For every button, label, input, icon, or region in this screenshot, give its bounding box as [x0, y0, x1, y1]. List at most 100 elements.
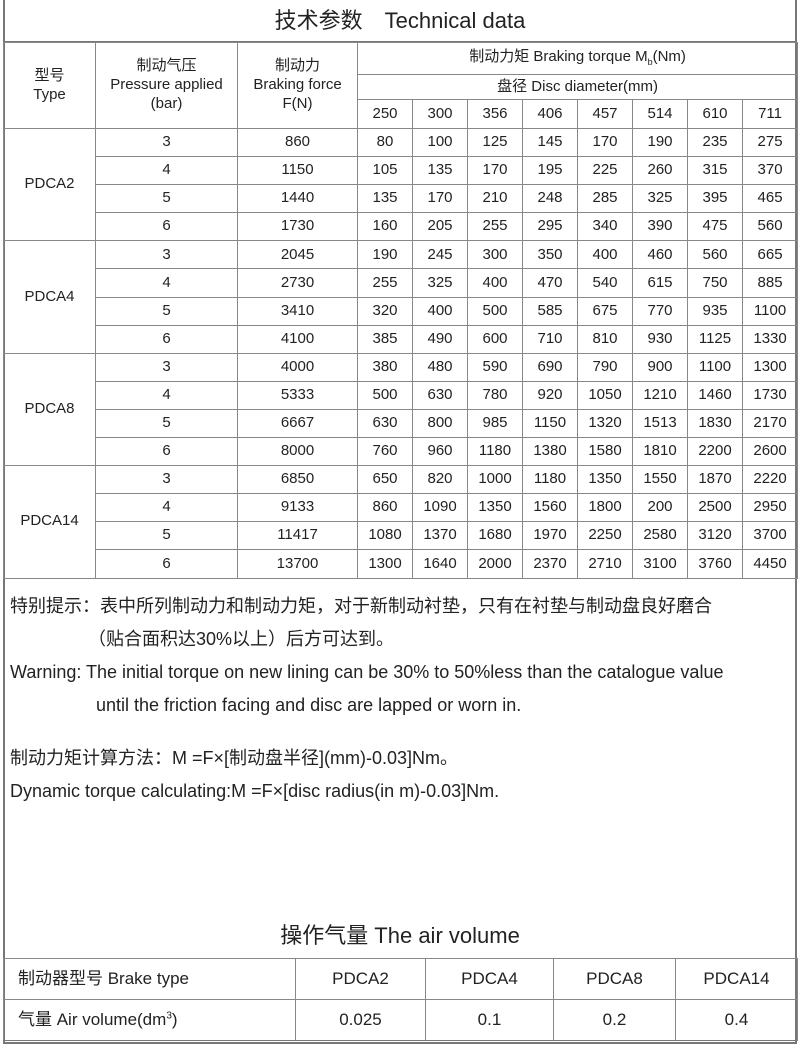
torque-cell: 300 — [467, 240, 523, 270]
torque-cell: 760 — [357, 437, 413, 467]
table-row: 5 3410 320 400 500 585 675 770 935 1100 — [4, 296, 799, 326]
torque-cell: 1370 — [412, 521, 468, 551]
brake-type-label: 制动器型号 Brake type — [3, 958, 296, 1000]
table-row: 6 13700 1300 1640 2000 2370 2710 3100 3760 4450 — [4, 549, 799, 579]
torque-cell: 585 — [522, 296, 578, 326]
air-volume-title: 操作气量 The air volume — [280, 923, 520, 948]
air-volume-cell: 0.1 — [425, 999, 554, 1041]
torque-cell: 325 — [412, 268, 468, 298]
pressure-cn: 制动气压 — [136, 57, 197, 75]
torque-cell: 2000 — [467, 549, 523, 579]
torque-cell: 170 — [577, 127, 633, 158]
torque-cell: 325 — [632, 184, 688, 214]
torque-cell: 1550 — [632, 465, 688, 495]
force-cell: 9133 — [237, 493, 358, 523]
force-cell: 2045 — [237, 240, 358, 270]
torque-cell: 920 — [522, 380, 578, 410]
torque-cell: 160 — [357, 212, 413, 242]
torque-cell: 540 — [577, 268, 633, 298]
torque-cell: 248 — [522, 184, 578, 214]
torque-cell: 275 — [741, 127, 799, 158]
formula-en: Dynamic torque calculating:M =F×[disc ra… — [10, 781, 500, 801]
torque-cell: 4450 — [741, 549, 799, 579]
torque-cell: 985 — [467, 408, 523, 439]
torque-cell: 315 — [687, 156, 743, 186]
torque-cell: 500 — [467, 296, 523, 326]
torque-cell: 615 — [632, 268, 688, 298]
torque-cell: 2950 — [741, 493, 799, 523]
disc-diameter-header: 711 — [741, 99, 799, 129]
table-row: PDCA8 3 4000 380 480 590 690 790 900 1100 1300 — [3, 352, 799, 467]
disc-diameter-header: 514 — [632, 99, 688, 129]
torque-cell: 105 — [357, 156, 413, 186]
air-volume-label: 气量 Air volume(dm3) — [3, 999, 296, 1041]
pressure-cell: 5 — [95, 408, 238, 439]
pressure-cell: 3 — [95, 465, 238, 495]
torque-cell: 820 — [412, 465, 468, 495]
table-row: 4 9133 860 1090 1350 1560 1800 200 2500 2950 — [4, 493, 799, 523]
pressure-cell: 5 — [95, 521, 238, 551]
pressure-en: Pressure applied — [110, 76, 223, 94]
torque-cell: 135 — [357, 184, 413, 214]
torque-cell: 125 — [467, 127, 523, 158]
torque-cell: 1100 — [741, 296, 799, 326]
table-row: 4 1150 105 135 170 195 225 260 315 370 — [4, 156, 799, 186]
header-disc: 盘径 Disc diameter(mm) — [356, 74, 799, 100]
torque-cell: 370 — [741, 156, 799, 186]
pressure-cell: 6 — [95, 212, 238, 242]
notes: 特别提示：表中所列制动力和制动力矩，对于新制动衬垫，只有在衬垫与制动盘良好磨合 … — [10, 590, 723, 808]
torque-cell: 1330 — [741, 324, 799, 354]
torque-cell: 2220 — [741, 465, 799, 495]
torque-cell: 560 — [687, 240, 743, 270]
type-cell: PDCA8 — [3, 352, 96, 467]
technical-data-table: 型号 Type 制动气压 Pressure applied (bar) 制动力 Brak… — [3, 42, 799, 579]
air-volume-text: 气量 Air volume(dm — [18, 1010, 167, 1030]
table-row: 5 6667 630 800 985 1150 1320 1513 1830 2170 — [4, 408, 799, 439]
torque-cell: 2600 — [741, 437, 799, 467]
torque-cell: 395 — [687, 184, 743, 214]
pressure-cell: 4 — [95, 156, 238, 186]
table-row: PDCA4 3 2045 190 245 300 350 400 460 560 665 — [3, 240, 799, 354]
torque-cell: 2170 — [741, 408, 799, 439]
torque-cell: 690 — [522, 352, 578, 382]
torque-cell: 350 — [522, 240, 578, 270]
torque-cell: 1460 — [687, 380, 743, 410]
disc-diameter-header: 300 — [412, 99, 468, 129]
pressure-cell: 6 — [95, 437, 238, 467]
torque-cell: 2710 — [577, 549, 633, 579]
torque-cell: 490 — [412, 324, 468, 354]
torque-cell: 800 — [412, 408, 468, 439]
torque-cell: 935 — [687, 296, 743, 326]
pressure-cell: 3 — [95, 127, 238, 158]
torque-cell: 385 — [357, 324, 413, 354]
torque-cell: 2200 — [687, 437, 743, 467]
torque-cell: 400 — [577, 240, 633, 270]
torque-cell: 1210 — [632, 380, 688, 410]
torque-cell: 320 — [357, 296, 413, 326]
table-row: 4 5333 500 630 780 920 1050 1210 1460 1730 — [4, 380, 799, 410]
air-volume-table: 制动器型号 Brake type PDCA2 PDCA4 PDCA8 PDCA14 气量… — [3, 958, 798, 1041]
torque-cell: 255 — [357, 268, 413, 298]
torque-cell: 200 — [632, 493, 688, 523]
pressure-cell: 5 — [95, 184, 238, 214]
force-cell: 4100 — [237, 324, 358, 354]
torque-cell: 460 — [632, 240, 688, 270]
torque-cell: 2250 — [577, 521, 633, 551]
type-cell: PDCA4 — [3, 240, 96, 354]
torque-cell: 205 — [412, 212, 468, 242]
torque-cell: 190 — [357, 240, 413, 270]
pressure-cell: 6 — [95, 549, 238, 579]
force-cell: 5333 — [237, 380, 358, 410]
torque-cell: 1870 — [687, 465, 743, 495]
torque-cell: 190 — [632, 127, 688, 158]
header-pressure: 制动气压 Pressure applied (bar) — [95, 42, 238, 129]
torque-cell: 145 — [522, 127, 578, 158]
torque-cell: 600 — [467, 324, 523, 354]
torque-cell: 1730 — [741, 380, 799, 410]
torque-cell: 810 — [577, 324, 633, 354]
torque-cell: 390 — [632, 212, 688, 242]
torque-cell: 1580 — [577, 437, 633, 467]
table-row: 5 1440 135 170 210 248 285 325 395 465 — [4, 184, 799, 214]
force-cell: 2730 — [237, 268, 358, 298]
torque-cell: 1100 — [687, 352, 743, 382]
